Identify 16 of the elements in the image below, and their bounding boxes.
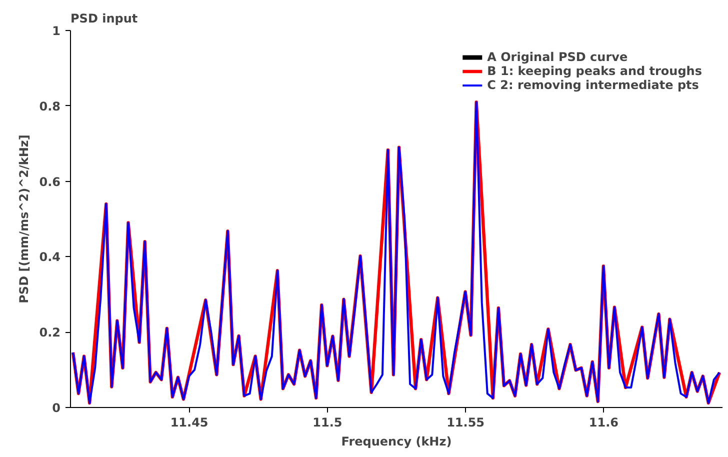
legend-label: A Original PSD curve xyxy=(487,50,628,64)
y-axis-title: PSD [(mm/ms^2)^2/kHz] xyxy=(17,134,32,304)
x-tick-label: 11.6 xyxy=(588,416,619,430)
y-tick-label: 0.2 xyxy=(39,326,61,340)
x-axis-title: Frequency (kHz) xyxy=(341,434,452,448)
x-tick-label: 11.5 xyxy=(312,416,342,430)
y-tick-label: 1 xyxy=(52,24,61,38)
y-tick-label: 0.8 xyxy=(39,99,61,114)
legend-label: B 1: keeping peaks and troughs xyxy=(487,64,702,78)
y-tick-label: 0.4 xyxy=(39,250,61,264)
x-tick-label: 11.45 xyxy=(170,416,208,430)
legend-label: C 2: removing intermediate pts xyxy=(487,78,699,92)
chart-title: PSD input xyxy=(70,12,138,26)
y-tick-label: 0 xyxy=(52,401,61,415)
x-tick-label: 11.55 xyxy=(446,416,485,430)
y-tick-label: 0.6 xyxy=(39,174,61,189)
